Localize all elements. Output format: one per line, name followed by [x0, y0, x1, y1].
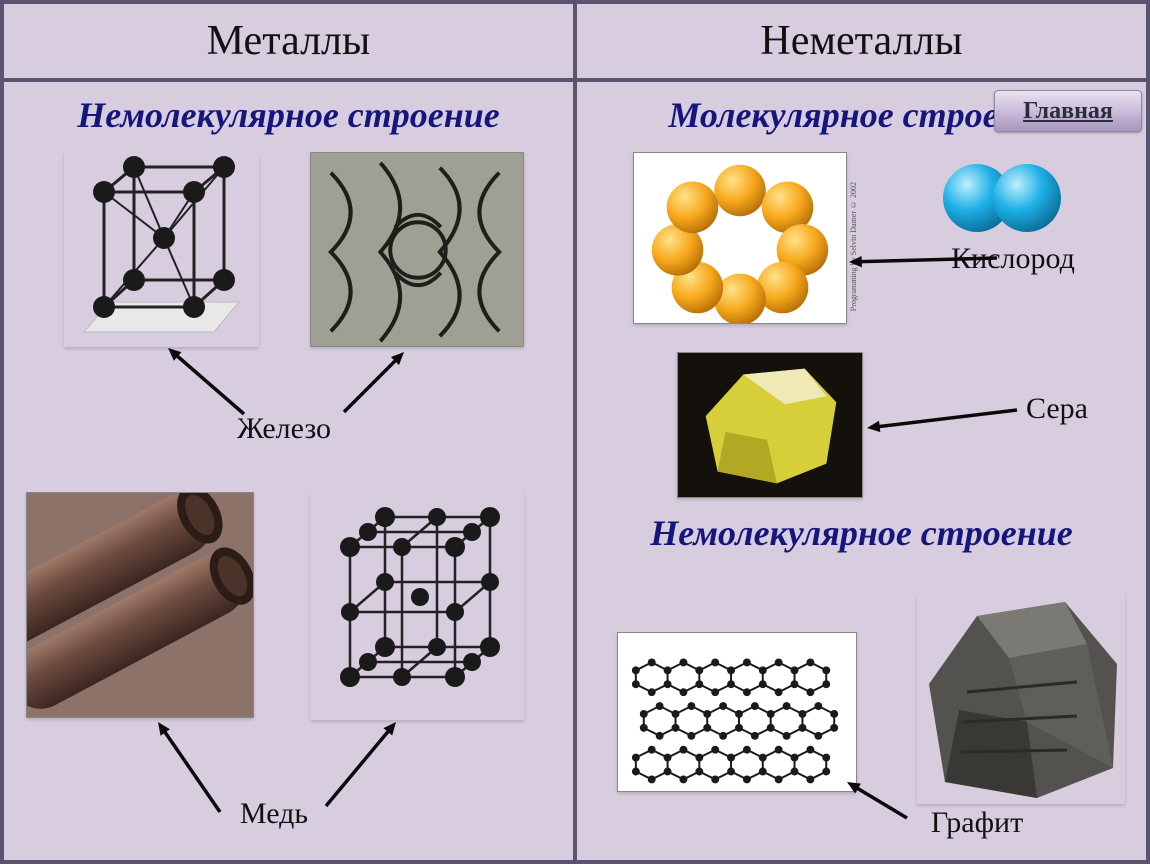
label-graphite: Графит [897, 806, 1057, 840]
sulfur-image-copyright: Programming by Selvin Damer © 2002 [849, 182, 858, 311]
cell-metals: Немолекулярное строение [4, 82, 573, 860]
chemistry-table: Металлы Неметаллы Немолекулярное строени… [0, 0, 1150, 864]
iron-lattice-svg [64, 152, 259, 347]
subheading-nonmolecular-right: Немолекулярное строение [577, 512, 1146, 554]
copper-pipes-svg [27, 492, 253, 718]
body-row: Немолекулярное строение [4, 82, 1146, 860]
home-button-label: Главная [1023, 98, 1113, 125]
sulfur-ring-svg [634, 152, 846, 324]
image-sulfur-rock [677, 352, 863, 498]
graphite-layers-svg [618, 632, 856, 792]
cell-nonmetals: Молекулярное строение [573, 82, 1146, 860]
label-oxygen: Кислород [923, 242, 1103, 276]
sulfur-rock-svg [678, 352, 862, 498]
image-iron-lattice [64, 152, 259, 347]
image-graphite-layers [617, 632, 857, 792]
image-sulfur-ring [633, 152, 847, 324]
header-row: Металлы Неметаллы [4, 4, 1146, 82]
home-button[interactable]: Главная [994, 90, 1142, 132]
header-nonmetals: Неметаллы [573, 4, 1146, 78]
oxygen-svg [927, 158, 1077, 238]
iron-gate-svg [311, 152, 523, 347]
label-iron: Железо [204, 412, 364, 446]
image-iron-gate [310, 152, 524, 347]
graphite-rock-svg [917, 592, 1125, 804]
image-oxygen-molecule [927, 158, 1077, 238]
image-copper-pipes [26, 492, 254, 718]
label-copper: Медь [214, 797, 334, 831]
copper-lattice-svg [310, 492, 524, 720]
image-copper-lattice [310, 492, 524, 720]
label-sulfur: Сера [997, 392, 1117, 426]
image-graphite-rock [917, 592, 1125, 804]
header-metals: Металлы [4, 4, 573, 78]
subheading-nonmolecular-left: Немолекулярное строение [4, 94, 573, 136]
